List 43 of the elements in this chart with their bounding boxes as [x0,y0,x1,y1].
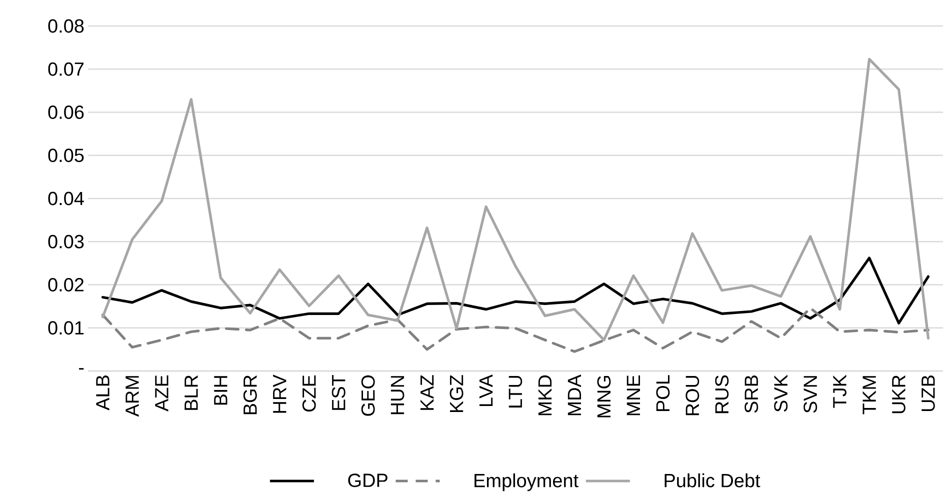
legend-label: GDP [348,474,388,488]
line-series [101,256,930,324]
x-tick-label: MNE [626,375,640,416]
x-tick-label: KAZ [420,375,434,410]
x-tick-label: AZE [155,375,168,412]
x-tick-label: SVK [774,374,788,412]
x-tick-label: SVN [804,376,818,413]
y-tick-label: 0.08 [48,19,84,33]
x-tick-label: TJK [833,374,846,408]
x-tick-label: ROU [686,376,700,416]
y-tick-label: 0.02 [48,278,84,292]
x-tick-label: POL [656,375,670,411]
x-tick-label: GEO [361,375,375,416]
x-tick-label: MNG [597,376,611,418]
x-tick-label: ALB [96,376,110,410]
legend-label: Public Debt [664,473,760,488]
y-tick-label: - [79,368,84,370]
y-tick-label: 0.01 [48,321,84,335]
y-tick-label: 0.07 [48,62,84,76]
x-tick-label: UZB [922,376,935,412]
legend-label: Employment [474,473,578,492]
x-tick-label: LTU [508,376,522,408]
x-tick-label: BGR [243,375,257,414]
x-tick-label: MKD [538,375,552,416]
x-tick-label: LVA [479,374,493,406]
x-tick-label: RUS [715,375,729,414]
x-tick-label: ARM [126,376,139,417]
y-tick-label: 0.03 [48,234,84,248]
x-tick-label: CZE [302,375,316,412]
x-tick-label: MDA [568,374,582,416]
x-tick-label: HRV [273,374,286,413]
y-tick-label: 0.04 [48,192,84,206]
x-tick-label: KGZ [450,375,464,412]
x-tick-label: HUN [390,376,404,414]
line-series [101,58,930,342]
x-tick-label: UKR [892,375,906,414]
x-tick-label: SRB [744,376,758,413]
x-tick-label: BLR [184,375,198,410]
y-tick-label: 0.06 [48,106,84,119]
x-tick-label: EST [332,374,346,410]
y-tick-label: 0.05 [48,148,84,162]
x-tick-label: TKM [862,376,876,414]
x-tick-label: BIH [214,376,228,405]
